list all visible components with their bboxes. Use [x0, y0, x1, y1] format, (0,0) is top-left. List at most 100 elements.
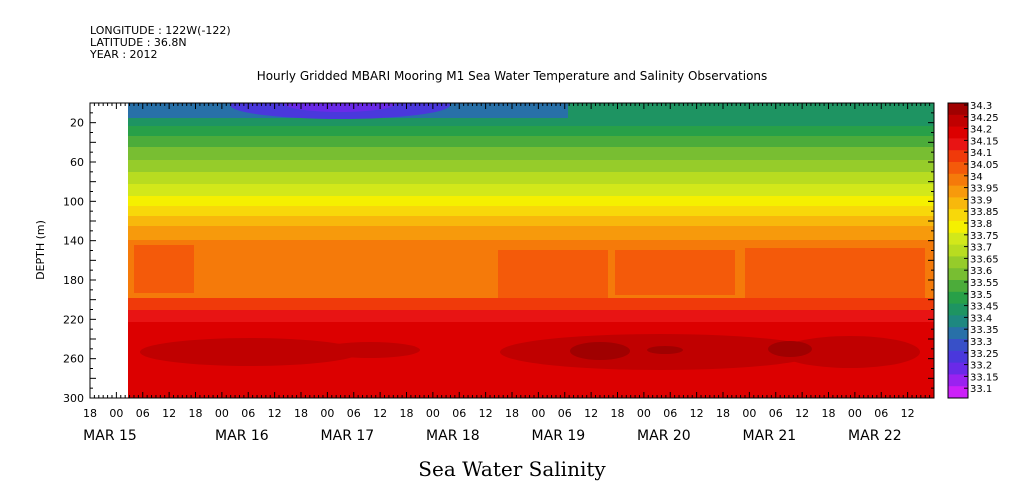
y-tick-label: 260 — [63, 353, 84, 366]
salinity-high-core-2 — [768, 341, 812, 357]
colorbar-label: 34.15 — [970, 136, 999, 147]
colorbar-swatch — [948, 280, 968, 293]
salinity-high-band-1 — [140, 338, 360, 366]
colorbar-swatch — [948, 103, 968, 116]
colorbar-label: 33.7 — [970, 243, 992, 254]
colorbar-label: 33.4 — [970, 313, 992, 324]
x-hour-tick-label: 00 — [531, 407, 545, 420]
colorbar-label: 33.85 — [970, 207, 999, 218]
x-date-label: MAR 21 — [743, 428, 797, 444]
colorbar-swatch — [948, 114, 968, 128]
axis-labels: 18 00 06 12 18 00 06 12 18 00 06 12 18 00 06 12 18 00 06 12… — [63, 117, 915, 444]
x-date-label: MAR 18 — [426, 428, 480, 444]
x-date-label: MAR 15 — [83, 428, 137, 444]
colorbar-label: 33.5 — [970, 290, 992, 301]
x-hour-tick-label: 06 — [452, 407, 466, 420]
salinity-high-band-4 — [780, 336, 920, 368]
colorbar-swatch — [948, 185, 968, 198]
colorbar-swatch — [948, 209, 968, 222]
colorbar-swatch — [948, 350, 968, 364]
x-hour-tick-label: 18 — [822, 407, 836, 420]
colorbar-label: 33.95 — [970, 184, 999, 195]
colorbar-swatch — [948, 386, 968, 399]
colorbar-label: 33.8 — [970, 219, 992, 230]
y-tick-label: 60 — [70, 156, 84, 169]
colorbar-swatch — [948, 256, 968, 269]
salinity-high-band-2 — [320, 342, 420, 358]
x-hour-tick-label: 06 — [241, 407, 255, 420]
salinity-patch-3 — [615, 250, 735, 295]
colorbar-label: 34.1 — [970, 148, 992, 159]
x-date-label: MAR 22 — [848, 428, 902, 444]
x-hour-tick-label: 18 — [505, 407, 519, 420]
x-hour-tick-label: 12 — [690, 407, 704, 420]
x-hour-tick-label: 06 — [558, 407, 572, 420]
x-hour-tick-label: 12 — [268, 407, 282, 420]
colorbar-label: 34.2 — [970, 125, 992, 136]
colorbar-label: 33.15 — [970, 372, 999, 383]
x-hour-tick-label: 12 — [373, 407, 387, 420]
colorbar: 34.334.2534.234.1534.134.053433.9533.933… — [947, 101, 999, 399]
colorbar-swatch — [948, 268, 968, 281]
colorbar-swatch — [948, 138, 968, 151]
colorbar-label: 33.65 — [970, 254, 999, 265]
colorbar-swatch — [948, 221, 968, 234]
colorbar-label: 33.1 — [970, 384, 992, 395]
salinity-layer-33-9 — [128, 206, 934, 218]
x-hour-tick-label: 00 — [848, 407, 862, 420]
salinity-layer-33-95 — [128, 216, 934, 228]
colorbar-label: 33.45 — [970, 302, 999, 313]
salinity-layer-33-5 — [128, 126, 934, 138]
colorbar-swatch — [948, 291, 968, 305]
colorbar-label: 34.05 — [970, 160, 999, 171]
x-hour-tick-label: 12 — [162, 407, 176, 420]
salinity-layer-33-65 — [128, 147, 934, 161]
x-date-label: MAR 19 — [532, 428, 586, 444]
salinity-layer-33-6 — [128, 136, 934, 148]
x-date-label: MAR 20 — [637, 428, 691, 444]
header-year: YEAR : 2012 — [90, 48, 158, 61]
salinity-high-core-3 — [647, 346, 683, 354]
salinity-layer-34-15 — [128, 310, 934, 324]
colorbar-swatch — [948, 232, 968, 246]
chart-title: Hourly Gridded MBARI Mooring M1 Sea Wate… — [257, 69, 768, 83]
salinity-high-core-1 — [570, 342, 630, 360]
x-date-label: MAR 17 — [321, 428, 375, 444]
x-hour-tick-label: 00 — [742, 407, 756, 420]
header-longitude: LONGITUDE : 122W(-122) — [90, 24, 231, 37]
x-hour-tick-label: 06 — [136, 407, 150, 420]
colorbar-label: 33.75 — [970, 231, 999, 242]
colorbar-swatch — [948, 374, 968, 387]
colorbar-label: 33.9 — [970, 195, 992, 206]
x-hour-tick-label: 12 — [901, 407, 915, 420]
colorbar-swatch — [948, 315, 968, 328]
colorbar-swatch — [948, 244, 968, 257]
salinity-layer-33-8 — [128, 184, 934, 198]
y-tick-label: 100 — [63, 195, 84, 208]
salinity-layer-34 — [128, 226, 934, 242]
colorbar-label: 33.2 — [970, 361, 992, 372]
colorbar-swatch — [948, 197, 968, 210]
header-latitude: LATITUDE : 36.8N — [90, 36, 187, 49]
x-axis-title: Sea Water Salinity — [418, 457, 606, 481]
salinity-layer-33-75 — [128, 172, 934, 186]
colorbar-swatch — [948, 303, 968, 316]
x-hour-tick-label: 00 — [637, 407, 651, 420]
y-tick-label: 220 — [63, 313, 84, 326]
y-tick-label: 140 — [63, 235, 84, 248]
colorbar-swatch — [948, 339, 968, 352]
colorbar-label: 34 — [970, 172, 983, 183]
y-tick-label: 20 — [70, 117, 84, 130]
colorbar-label: 33.25 — [970, 349, 999, 360]
colorbar-swatch — [948, 126, 968, 139]
x-hour-tick-label: 06 — [347, 407, 361, 420]
colorbar-label: 33.3 — [970, 337, 992, 348]
x-hour-tick-label: 18 — [400, 407, 414, 420]
colorbar-label: 33.35 — [970, 325, 999, 336]
colorbar-label: 33.55 — [970, 278, 999, 289]
salinity-layer-33-7 — [128, 160, 934, 174]
colorbar-swatch — [948, 162, 968, 175]
colorbar-swatch — [948, 173, 968, 187]
x-hour-tick-label: 06 — [769, 407, 783, 420]
